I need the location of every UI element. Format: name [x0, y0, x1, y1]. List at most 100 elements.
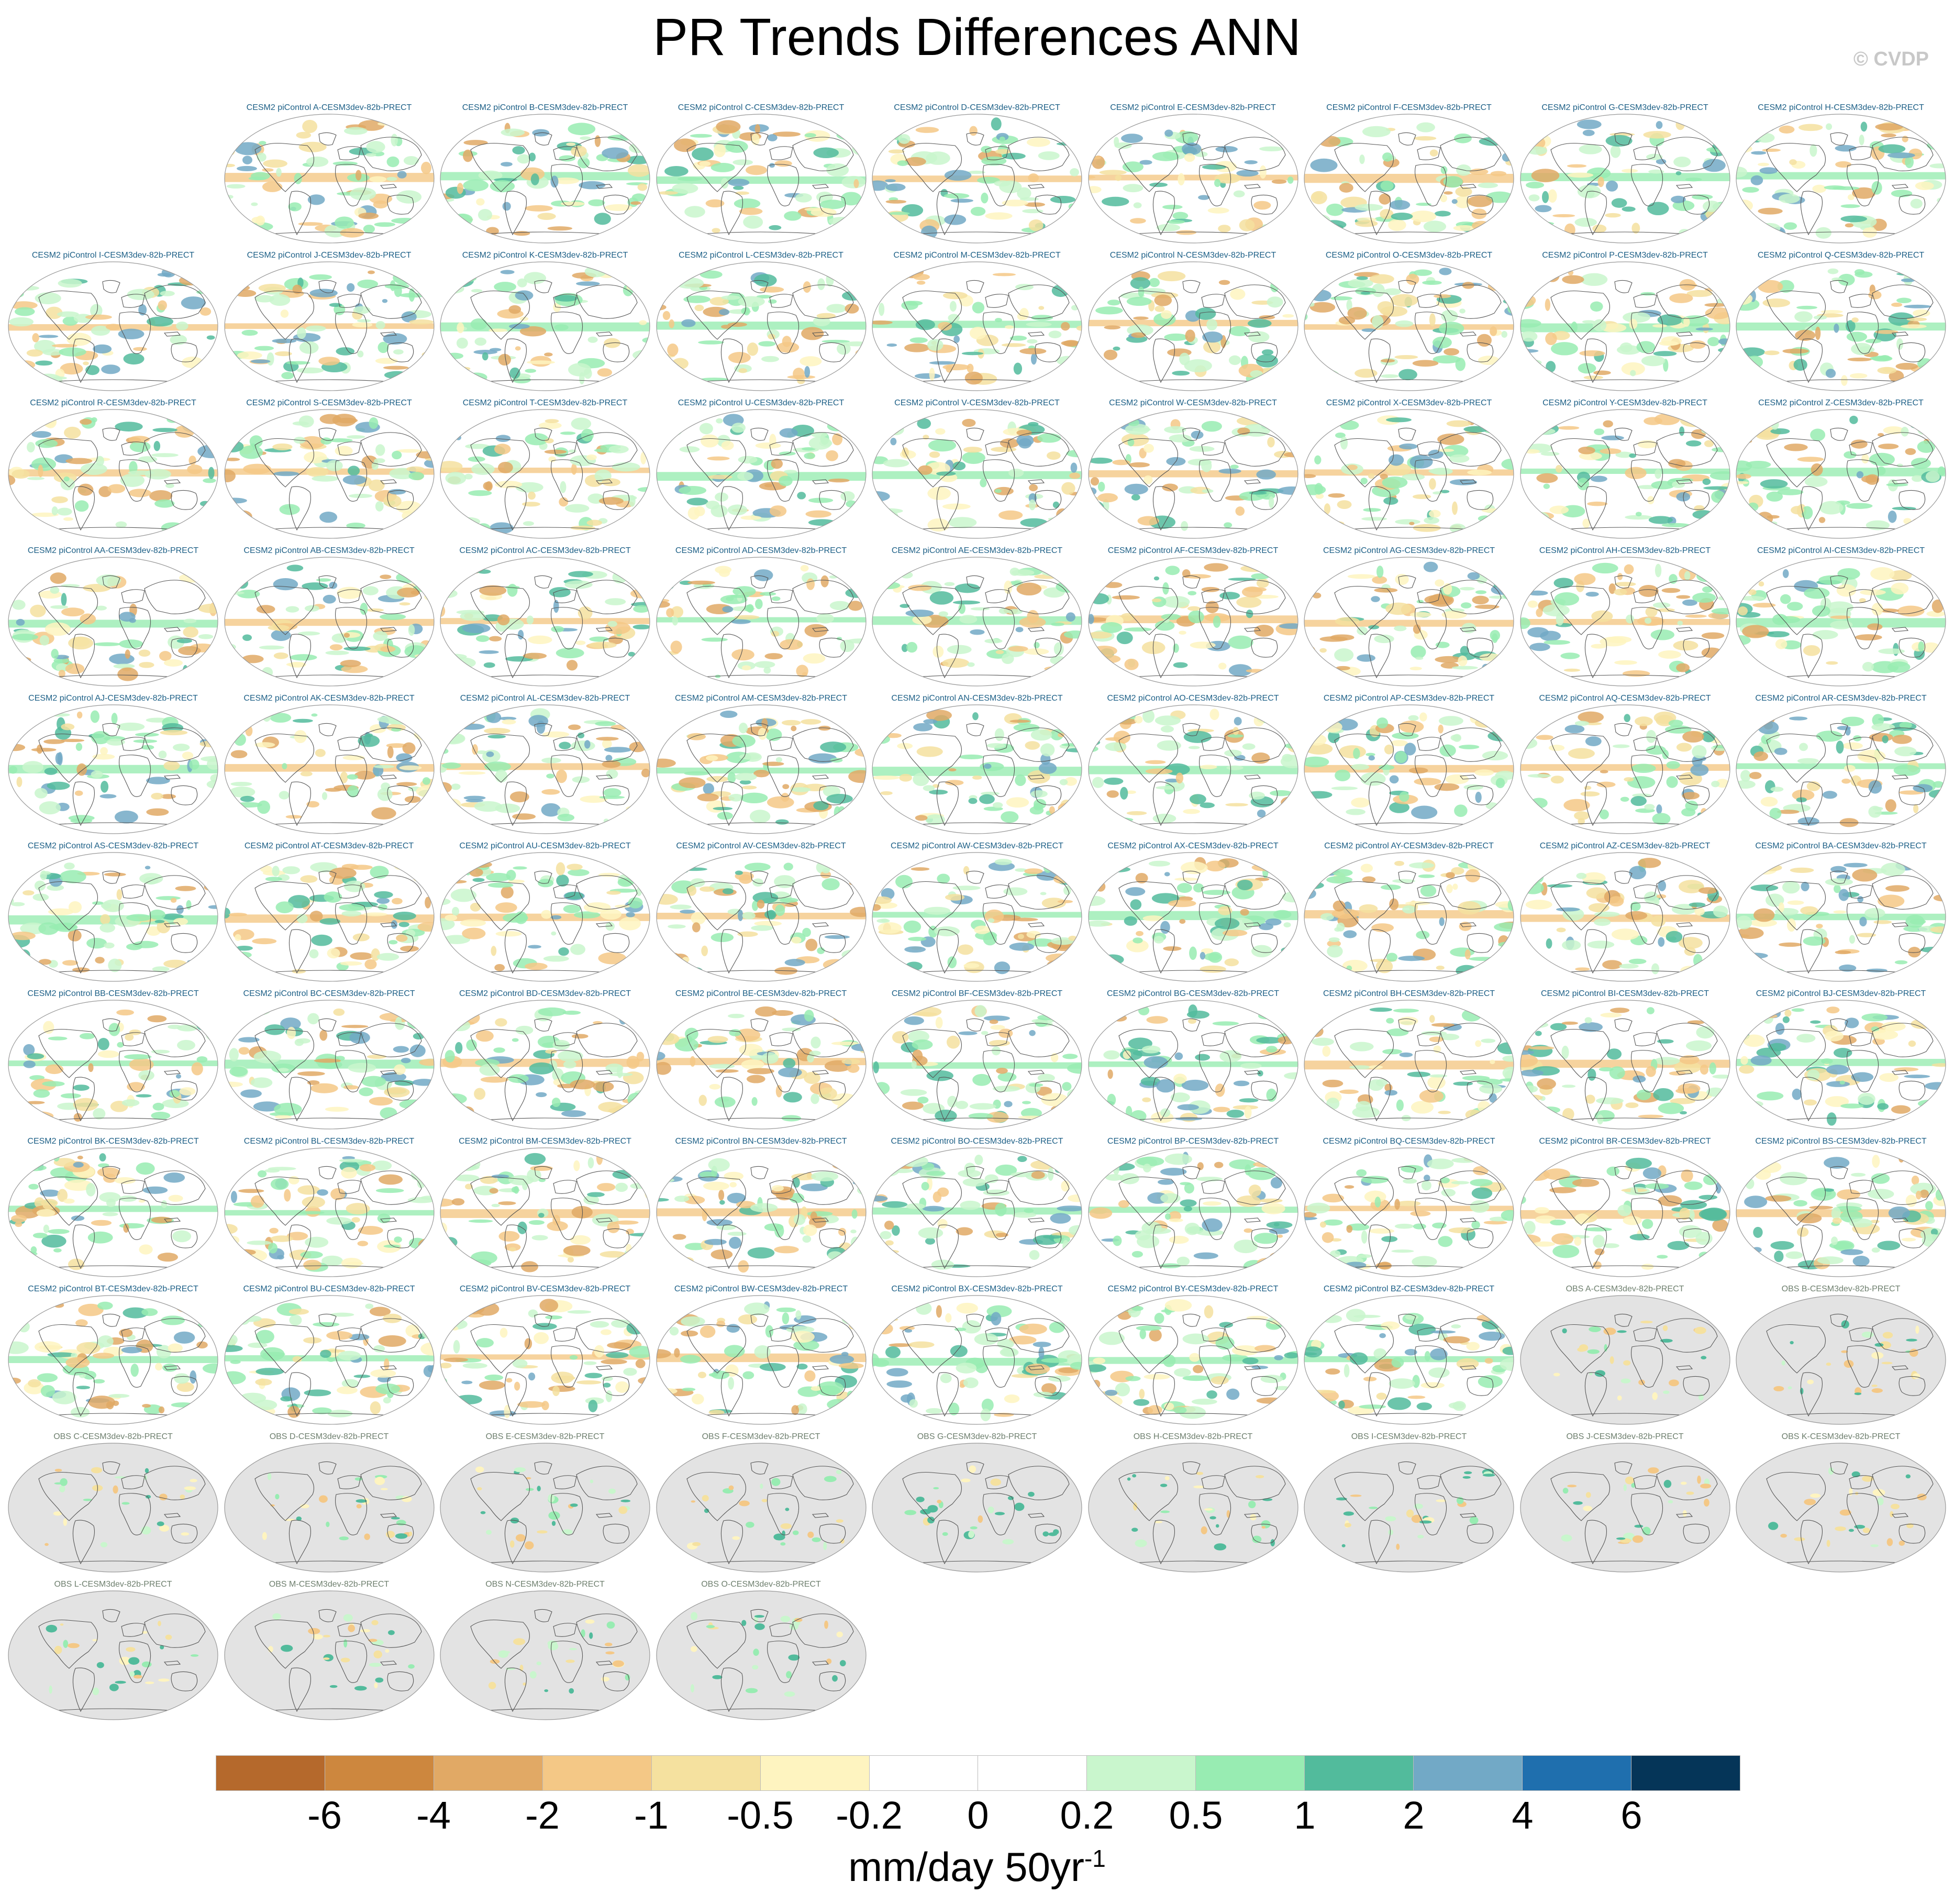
trend-blob — [1390, 740, 1408, 747]
coastline — [1891, 922, 1909, 927]
trend-blob — [1704, 440, 1714, 447]
map-projection — [656, 1000, 867, 1130]
trend-blob — [1277, 486, 1298, 495]
trend-blob — [1429, 478, 1436, 490]
trend-blob — [1141, 1045, 1160, 1054]
trend-blob — [1113, 346, 1120, 351]
trend-blob — [1288, 942, 1297, 955]
trend-blob — [1787, 900, 1804, 905]
equatorial-band — [1520, 468, 1730, 474]
coastline — [1118, 881, 1178, 931]
coastline — [1182, 723, 1201, 736]
map-panel: CESM2 piControl BG-CESM3dev-82b-PRECT — [1087, 989, 1299, 1130]
coastline — [1683, 342, 1709, 362]
trend-blob — [1310, 121, 1331, 134]
trend-blob — [1701, 427, 1718, 435]
coastline — [985, 884, 1009, 899]
trend-blob — [1871, 723, 1895, 732]
coastline — [551, 1050, 583, 1092]
trend-blob — [773, 875, 795, 888]
trend-blob — [1009, 719, 1030, 723]
trend-blob — [601, 478, 620, 486]
trend-blob — [1801, 506, 1813, 519]
trend-blob — [1600, 323, 1626, 333]
trend-blob — [93, 1108, 106, 1120]
map-outline — [872, 852, 1082, 982]
trend-blob — [401, 1058, 410, 1064]
trend-blob — [1386, 417, 1412, 423]
trend-blob — [753, 769, 769, 778]
map-panel: CESM2 piControl Z-CESM3dev-82b-PRECT — [1735, 398, 1947, 539]
map-panel-title: CESM2 piControl AX-CESM3dev-82b-PRECT — [1107, 842, 1279, 850]
trend-blob — [640, 451, 647, 464]
trend-blob — [1090, 477, 1099, 486]
trend-blob — [741, 665, 751, 671]
trend-blob — [1592, 562, 1618, 574]
trend-blob — [1304, 279, 1313, 293]
trend-blob — [395, 753, 412, 762]
trend-blob — [1837, 568, 1860, 580]
trend-blob — [204, 276, 218, 287]
trend-blob — [991, 447, 1017, 452]
trend-blob — [1067, 1063, 1082, 1074]
trend-blob — [958, 1031, 978, 1035]
trend-blob — [471, 563, 481, 573]
trend-blob — [1742, 125, 1753, 130]
map-panel-title: CESM2 piControl BB-CESM3dev-82b-PRECT — [27, 989, 199, 998]
trend-blob — [101, 364, 120, 374]
trend-blob — [1436, 966, 1445, 970]
trend-blob — [1394, 625, 1407, 632]
coastline — [1656, 875, 1718, 910]
trend-blob — [1816, 730, 1843, 742]
map-outline — [1736, 409, 1946, 539]
trend-blob — [502, 202, 511, 211]
coastline — [750, 427, 769, 441]
coastline — [603, 194, 630, 215]
trend-blob — [430, 638, 434, 651]
trend-blob — [1742, 625, 1769, 638]
trend-blob — [803, 1071, 820, 1084]
trend-blob — [537, 213, 556, 220]
trend-blob — [1395, 320, 1414, 327]
trend-blob — [902, 1101, 924, 1110]
trend-blob — [1901, 278, 1915, 282]
map-outline — [1304, 557, 1514, 687]
trend-blob — [426, 794, 434, 802]
trend-blob — [914, 373, 941, 379]
trend-blob — [1563, 668, 1580, 672]
coastline — [576, 137, 638, 171]
trend-blob — [115, 521, 127, 528]
trend-blob — [697, 340, 724, 345]
coastline — [1683, 785, 1709, 805]
trend-blob — [1527, 773, 1551, 778]
trend-blob — [769, 434, 776, 448]
coastline — [595, 774, 613, 780]
trend-blob — [70, 818, 93, 824]
trend-blob — [734, 1028, 760, 1042]
trend-blob — [193, 960, 199, 975]
trend-blob — [1750, 175, 1763, 185]
trend-blob — [1357, 654, 1375, 662]
coastline — [102, 575, 120, 589]
coastline — [966, 132, 984, 146]
trend-blob — [365, 153, 376, 157]
coastline — [470, 881, 530, 931]
trend-blob — [1856, 471, 1864, 479]
map-outline — [440, 704, 650, 834]
trend-blob — [992, 1086, 1020, 1092]
trend-blob — [1706, 667, 1720, 673]
trend-blob — [1428, 449, 1444, 459]
trend-blob — [1878, 648, 1905, 655]
trend-blob — [225, 457, 240, 461]
trend-blob — [1353, 748, 1360, 759]
coastline — [1630, 755, 1663, 797]
trend-blob — [1439, 917, 1445, 926]
map-panel-title: CESM2 piControl AR-CESM3dev-82b-PRECT — [1755, 694, 1927, 703]
trend-blob — [1527, 600, 1538, 608]
trend-blob — [1380, 473, 1388, 480]
trend-blob — [846, 426, 865, 438]
trend-blob — [1709, 471, 1730, 480]
trend-blob — [1653, 898, 1659, 905]
map-outline — [656, 1000, 867, 1130]
trend-blob — [1859, 598, 1866, 603]
